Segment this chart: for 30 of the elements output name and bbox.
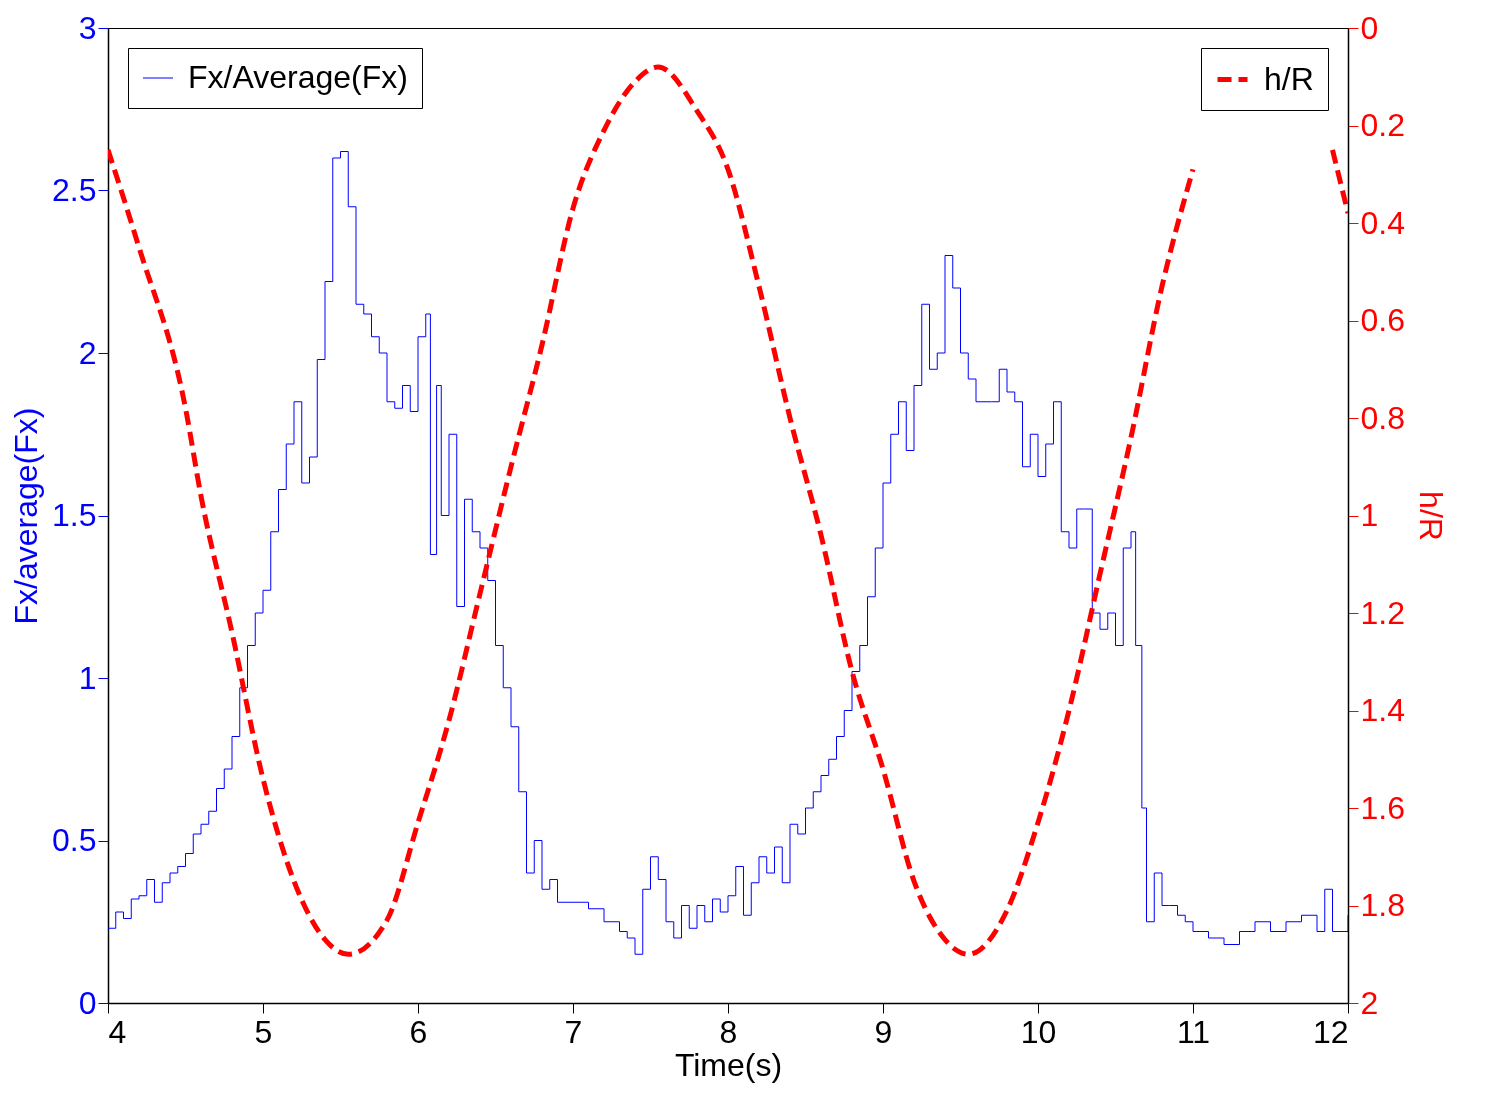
x-tick-label: 7 xyxy=(564,1013,583,1050)
x-tick-label: 4 xyxy=(108,1013,127,1050)
y-tick-label: 0 xyxy=(78,984,97,1021)
y-tick-label: 1 xyxy=(78,659,97,696)
y-axis-title: Fx/average(Fx) xyxy=(8,407,45,625)
x-tick-label: 11 xyxy=(1176,1013,1211,1050)
y2-tick-label: 1.4 xyxy=(1360,692,1405,728)
x-tick-label: 9 xyxy=(874,1013,893,1050)
y-tick-label: 1.5 xyxy=(52,497,97,533)
legend-label: h/R xyxy=(1264,60,1314,97)
y-tick-label: 3 xyxy=(78,9,97,46)
legend-label: Fx/Average(Fx) xyxy=(188,59,408,95)
y2-tick-label: 2 xyxy=(1360,984,1379,1021)
y2-tick-label: 1 xyxy=(1360,497,1379,533)
x-tick-label: 12 xyxy=(1312,1013,1349,1050)
x-tick-label: 10 xyxy=(1020,1013,1057,1050)
y-tick-label: 2 xyxy=(78,334,97,371)
x-tick-label: 5 xyxy=(254,1013,273,1050)
y2-tick-label: 1.2 xyxy=(1360,594,1405,631)
y2-tick-label: 0.6 xyxy=(1360,302,1405,338)
x-tick-label: 6 xyxy=(409,1013,428,1050)
y2-tick-label: 0.2 xyxy=(1360,107,1405,143)
y2-tick-label: 0 xyxy=(1360,9,1379,46)
y2-tick-label: 1.8 xyxy=(1360,887,1405,923)
y-tick-label: 2.5 xyxy=(52,172,97,208)
y2-tick-label: 0.8 xyxy=(1360,399,1405,436)
y2-tick-label: 0.4 xyxy=(1360,204,1405,241)
y2-tick-label: 1.6 xyxy=(1360,789,1405,826)
y2-axis-title: h/R xyxy=(1412,491,1449,541)
y-tick-label: 0.5 xyxy=(52,822,97,858)
